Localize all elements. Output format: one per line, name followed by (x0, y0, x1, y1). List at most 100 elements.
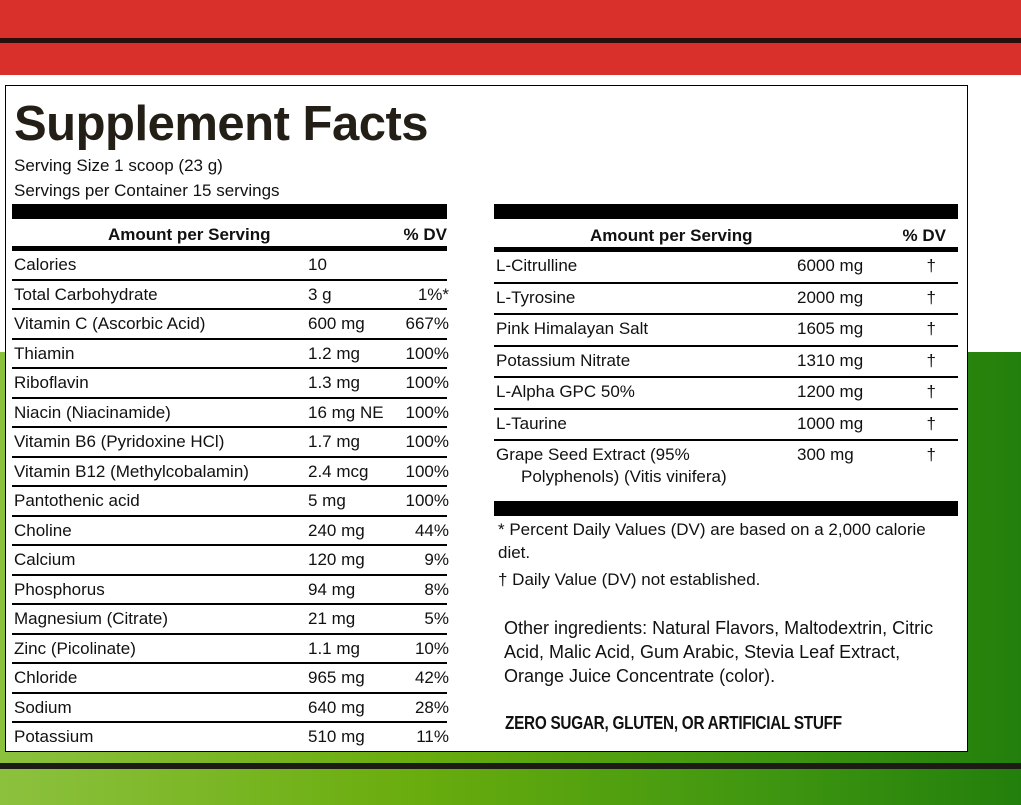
row-name: Choline (14, 520, 72, 540)
table-row: L-Citrulline 6000 mg † (494, 252, 958, 284)
table-row: Choline 240 mg 44% (12, 517, 449, 546)
row-dv: 9% (424, 550, 449, 569)
left-nutrient-table: Amount per Serving % DV Calories 10 Total … (12, 221, 449, 753)
row-name: L-Citrulline (496, 256, 578, 275)
footnote-dv: * Percent Daily Values (DV) are based on… (498, 520, 926, 562)
row-name: Magnesium (Citrate) (14, 609, 168, 628)
row-name: Thiamin (14, 343, 75, 363)
row-name: Chloride (14, 668, 78, 687)
row-name: Zinc (Picolinate) (14, 638, 136, 658)
top-red-band (0, 0, 1021, 75)
row-dv: 42% (414, 668, 449, 687)
header-amount: Amount per Serving (108, 225, 271, 244)
table-row: Niacin (Niacinamide) 16 mg NE 100% (12, 399, 449, 428)
row-amount: 240 mg (308, 520, 365, 540)
right-table-bottom-bar (494, 501, 958, 516)
table-row: Vitamin B12 (Methylcobalamin) 2.4 mcg 100% (12, 458, 449, 487)
table-row: Total Carbohydrate 3 g 1%* (12, 281, 449, 310)
table-row: Thiamin 1.2 mg 100% (12, 340, 449, 369)
row-dv: 667% (405, 314, 449, 333)
row-name: Total Carbohydrate (14, 284, 158, 304)
table-row: L-Alpha GPC 50% 1200 mg † (494, 378, 958, 410)
row-dv: 28% (414, 697, 449, 717)
row-dv: 100% (405, 343, 449, 363)
row-amount: 1310 mg (797, 350, 864, 370)
right-table-bar (494, 204, 958, 219)
left-table-header: Amount per Serving % DV (12, 221, 447, 251)
panel-title: Supplement Facts (14, 97, 429, 151)
table-row: L-Tyrosine 2000 mg † (494, 284, 958, 315)
row-amount: 600 mg (308, 314, 365, 333)
table-row: Pink Himalayan Salt 1605 mg † (494, 315, 958, 347)
table-row: Vitamin C (Ascorbic Acid) 600 mg 667% (12, 310, 449, 340)
row-amount: 2000 mg (797, 287, 864, 307)
table-row: Riboflavin 1.3 mg 100% (12, 369, 449, 399)
row-name: Grape Seed Extract (95% (496, 445, 690, 464)
row-amount: 1.1 mg (308, 638, 360, 658)
row-name: Potassium (14, 727, 94, 746)
row-amount: 300 mg (797, 445, 854, 464)
row-name: Potassium Nitrate (496, 350, 631, 370)
row-dv: 100% (405, 402, 449, 422)
row-dv: † (926, 350, 936, 370)
row-amount: 21 mg (308, 609, 356, 628)
tagline: ZERO SUGAR, GLUTEN, OR ARTIFICIAL STUFF (505, 713, 842, 733)
other-ingredients: Other ingredients: Natural Flavors, Malt… (504, 618, 934, 686)
row-name: Pink Himalayan Salt (496, 319, 649, 338)
row-dv: 10% (414, 638, 449, 658)
row-amount: 3 g (308, 284, 332, 304)
row-amount: 1605 mg (797, 319, 864, 338)
row-name: Riboflavin (14, 373, 89, 392)
table-row: Potassium 510 mg 11% (12, 723, 449, 753)
left-table-bar (12, 204, 447, 219)
row-name: Vitamin B6 (Pyridoxine HCl) (14, 432, 225, 451)
table-row: L-Taurine 1000 mg † (494, 410, 958, 441)
table-row: Potassium Nitrate 1310 mg † (494, 347, 958, 378)
row-dv: 100% (405, 432, 449, 451)
row-dv: 100% (405, 373, 449, 392)
table-row: Chloride 965 mg 42% (12, 664, 449, 694)
header-dv: % DV (902, 226, 946, 245)
row-amount: 6000 mg (797, 256, 864, 275)
row-amount: 1000 mg (797, 413, 864, 433)
table-row: Calories 10 (12, 251, 447, 281)
row-name: Calcium (14, 550, 76, 569)
row-name: Phosphorus (14, 579, 105, 599)
row-dv: 8% (424, 579, 449, 599)
top-divider (0, 38, 1021, 43)
row-amount: 2.4 mcg (308, 461, 369, 481)
supplement-facts-panel: Supplement Facts Serving Size 1 scoop (2… (5, 85, 968, 752)
table-row: Zinc (Picolinate) 1.1 mg 10% (12, 635, 449, 664)
table-row: Grape Seed Extract (95% Polyphenols) (Vit… (494, 441, 958, 489)
row-dv: 100% (405, 461, 449, 481)
servings-per-container: Servings per Container 15 servings (14, 181, 280, 200)
table-row: Sodium 640 mg 28% (12, 694, 449, 723)
row-amount: 1.3 mg (308, 373, 360, 392)
footnote-dagger: † Daily Value (DV) not established. (498, 570, 761, 589)
row-name: L-Tyrosine (496, 287, 576, 307)
row-dv: † (926, 382, 936, 401)
row-amount: 10 (308, 255, 327, 274)
row-dv: † (926, 256, 936, 275)
row-dv: 100% (405, 491, 449, 510)
row-dv: 5% (424, 609, 449, 628)
row-amount: 94 mg (308, 579, 356, 599)
row-amount: 965 mg (308, 668, 365, 687)
row-name: Calories (14, 255, 77, 274)
right-ingredient-table: Amount per Serving % DV L-Citrulline 6000… (494, 222, 958, 489)
row-dv: † (926, 287, 936, 307)
table-row: Pantothenic acid 5 mg 100% (12, 487, 449, 517)
table-row: Vitamin B6 (Pyridoxine HCl) 1.7 mg 100% (12, 428, 449, 458)
row-name: Vitamin B12 (Methylcobalamin) (14, 461, 249, 481)
row-name: Niacin (Niacinamide) (14, 402, 171, 422)
row-name: Pantothenic acid (14, 491, 140, 510)
right-table-header: Amount per Serving % DV (494, 222, 958, 252)
row-name: Vitamin C (Ascorbic Acid) (14, 314, 206, 333)
row-name: L-Alpha GPC 50% (496, 382, 635, 401)
row-amount: 1.7 mg (308, 432, 360, 451)
row-dv: † (926, 445, 936, 464)
row-amount: 5 mg (308, 491, 346, 510)
row-amount: 1200 mg (797, 382, 864, 401)
row-dv: 44% (414, 520, 449, 540)
row-dv: † (926, 319, 936, 338)
